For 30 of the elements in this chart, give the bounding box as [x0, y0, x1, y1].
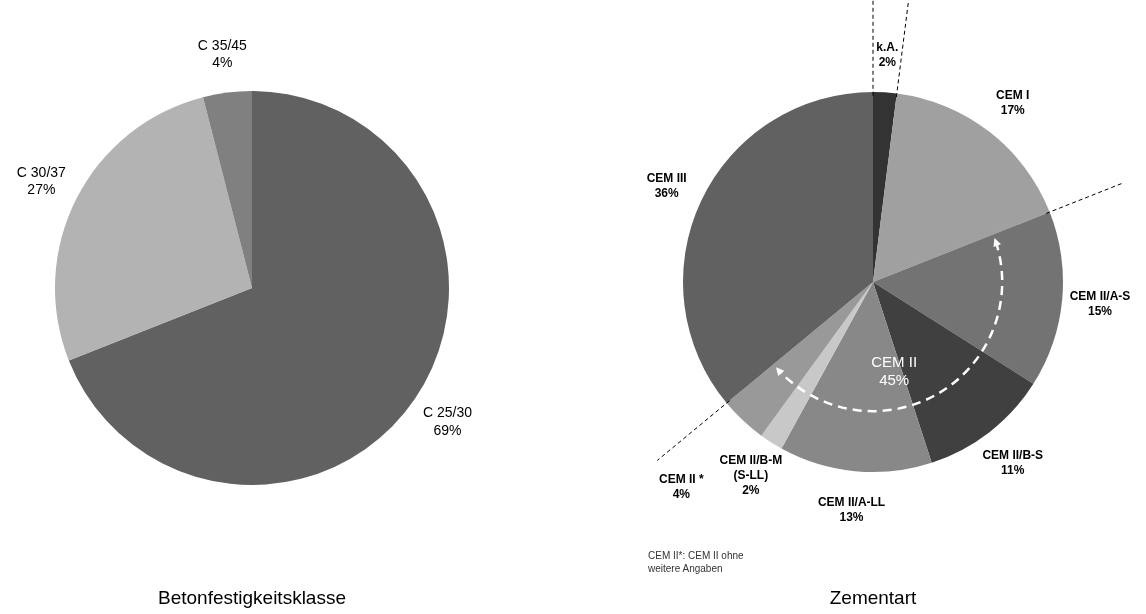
slice-label: C 25/30	[423, 404, 473, 421]
slice-label: CEM III	[646, 170, 687, 185]
data-label: 2%	[742, 482, 760, 497]
data-label: 17%	[1000, 102, 1026, 117]
data-label: 11%	[1001, 462, 1025, 477]
text: CEM II*: CEM II ohne weitere Angaben	[647, 550, 745, 574]
slice-label: C 30/37	[16, 163, 67, 180]
data-label: 4%	[672, 486, 691, 501]
pie-slice	[781, 282, 932, 472]
data-label: 4%	[212, 54, 233, 71]
slice-label: CEM II/B-M (S-LL)	[719, 452, 783, 482]
slice-label: CEM II/A-S	[1069, 289, 1131, 304]
data-label: 27%	[27, 181, 56, 198]
slice-label: CEM II *	[658, 471, 704, 486]
pie-slice	[761, 282, 873, 449]
data-label: 13%	[839, 509, 864, 524]
text: Betonfestigkeitsklasse	[158, 586, 346, 608]
slice-label: CEM I	[996, 87, 1030, 102]
slice-label: CEM II/A-LL	[817, 494, 886, 509]
pie-slice	[726, 282, 873, 436]
data-label: 2%	[878, 55, 897, 70]
text: Zementart	[829, 586, 918, 608]
pie-slice	[203, 91, 252, 288]
pie-slice	[873, 212, 1063, 384]
data-label: 36%	[654, 185, 680, 200]
data-label: 15%	[1087, 304, 1113, 319]
slice-label: CEM II/B-S	[982, 447, 1044, 462]
slice-label: k.A.	[876, 40, 899, 55]
slice-label: C 35/45	[197, 36, 248, 53]
data-label: 69%	[433, 421, 462, 438]
